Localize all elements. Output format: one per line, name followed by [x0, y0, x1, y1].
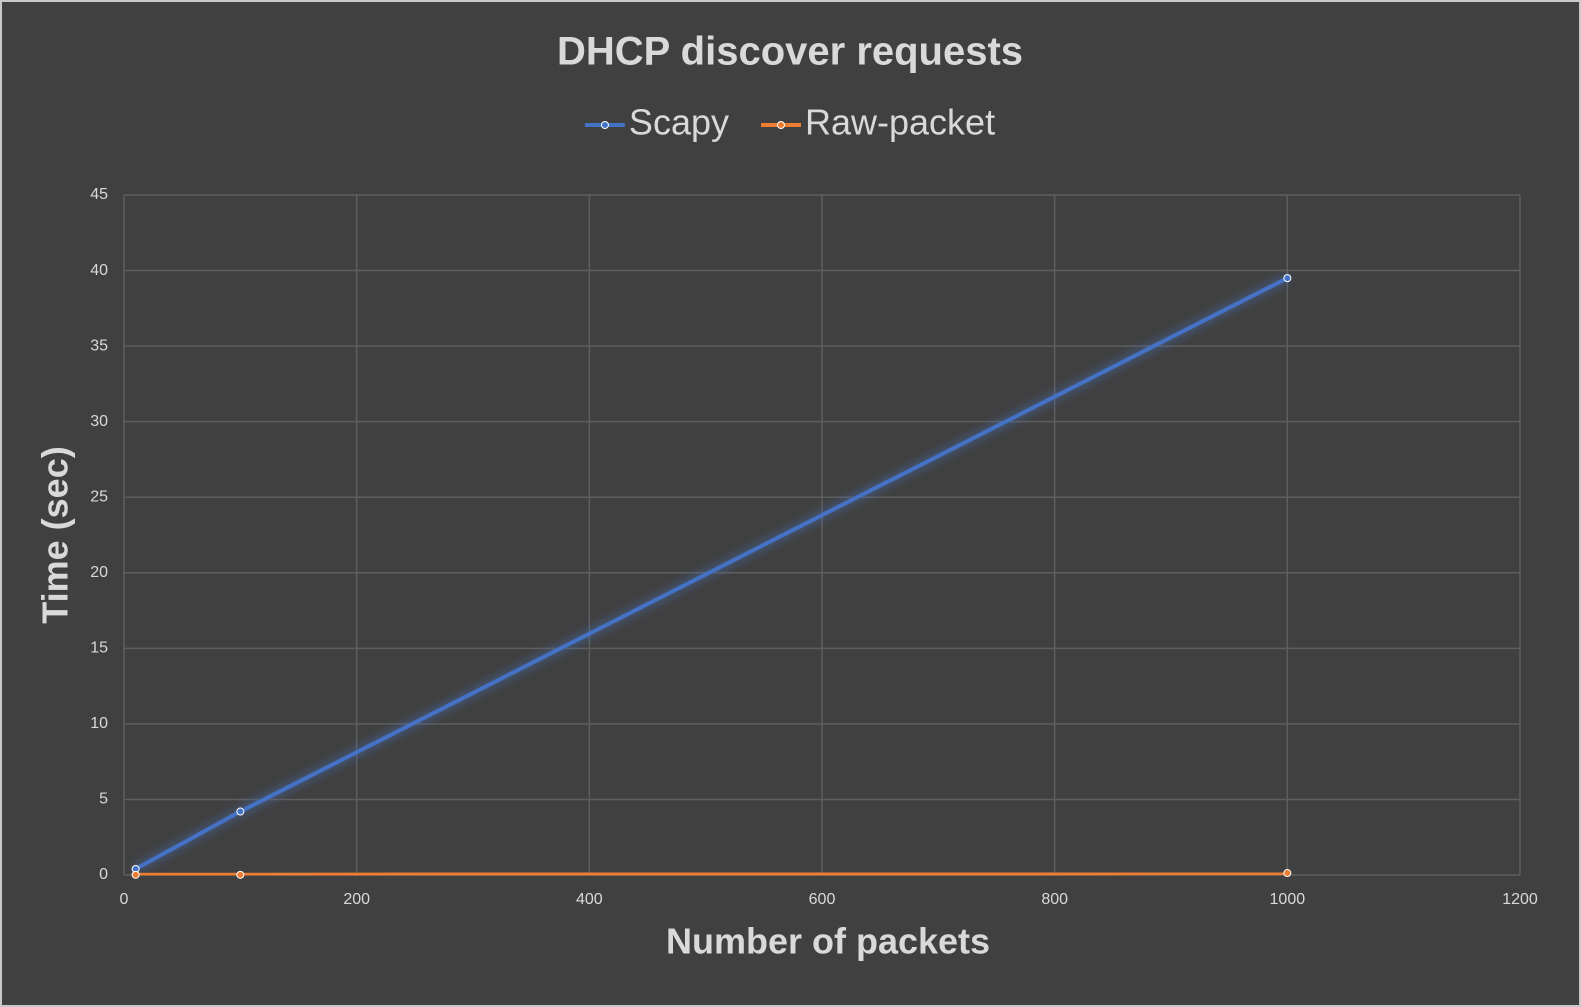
- x-tick-label: 200: [343, 891, 370, 908]
- y-tick-label: 10: [90, 715, 108, 732]
- y-tick-label: 5: [99, 791, 108, 808]
- legend-label: Raw-packet: [805, 102, 995, 143]
- x-tick-label: 1200: [1502, 891, 1538, 908]
- legend-marker: [776, 121, 785, 129]
- legend-label: Scapy: [629, 102, 729, 143]
- legend-marker: [600, 121, 609, 129]
- y-tick-label: 15: [90, 640, 108, 657]
- data-point: [1283, 869, 1292, 878]
- x-axis-title: Number of packets: [666, 921, 990, 962]
- x-tick-label: 0: [120, 891, 129, 908]
- x-tick-label: 800: [1041, 891, 1068, 908]
- y-tick-label: 20: [90, 564, 108, 581]
- legend: Scapy Raw-packet: [584, 102, 995, 143]
- data-point: [236, 807, 245, 816]
- x-tick-label: 1000: [1270, 891, 1306, 908]
- data-point: [131, 870, 140, 879]
- y-tick-label: 40: [90, 262, 108, 279]
- y-tick-label: 25: [90, 488, 108, 505]
- y-tick-label: 0: [99, 866, 108, 883]
- x-tick-label: 600: [809, 891, 836, 908]
- chart-title: DHCP discover requests: [557, 30, 1023, 74]
- y-tick-label: 45: [90, 186, 108, 203]
- y-tick-label: 30: [90, 413, 108, 430]
- series-line: [135, 871, 1288, 877]
- y-tick-label: 35: [90, 337, 108, 354]
- data-point: [236, 870, 245, 879]
- x-tick-label: 400: [576, 891, 603, 908]
- y-axis-title: Time (sec): [35, 446, 76, 623]
- data-point: [1283, 274, 1292, 283]
